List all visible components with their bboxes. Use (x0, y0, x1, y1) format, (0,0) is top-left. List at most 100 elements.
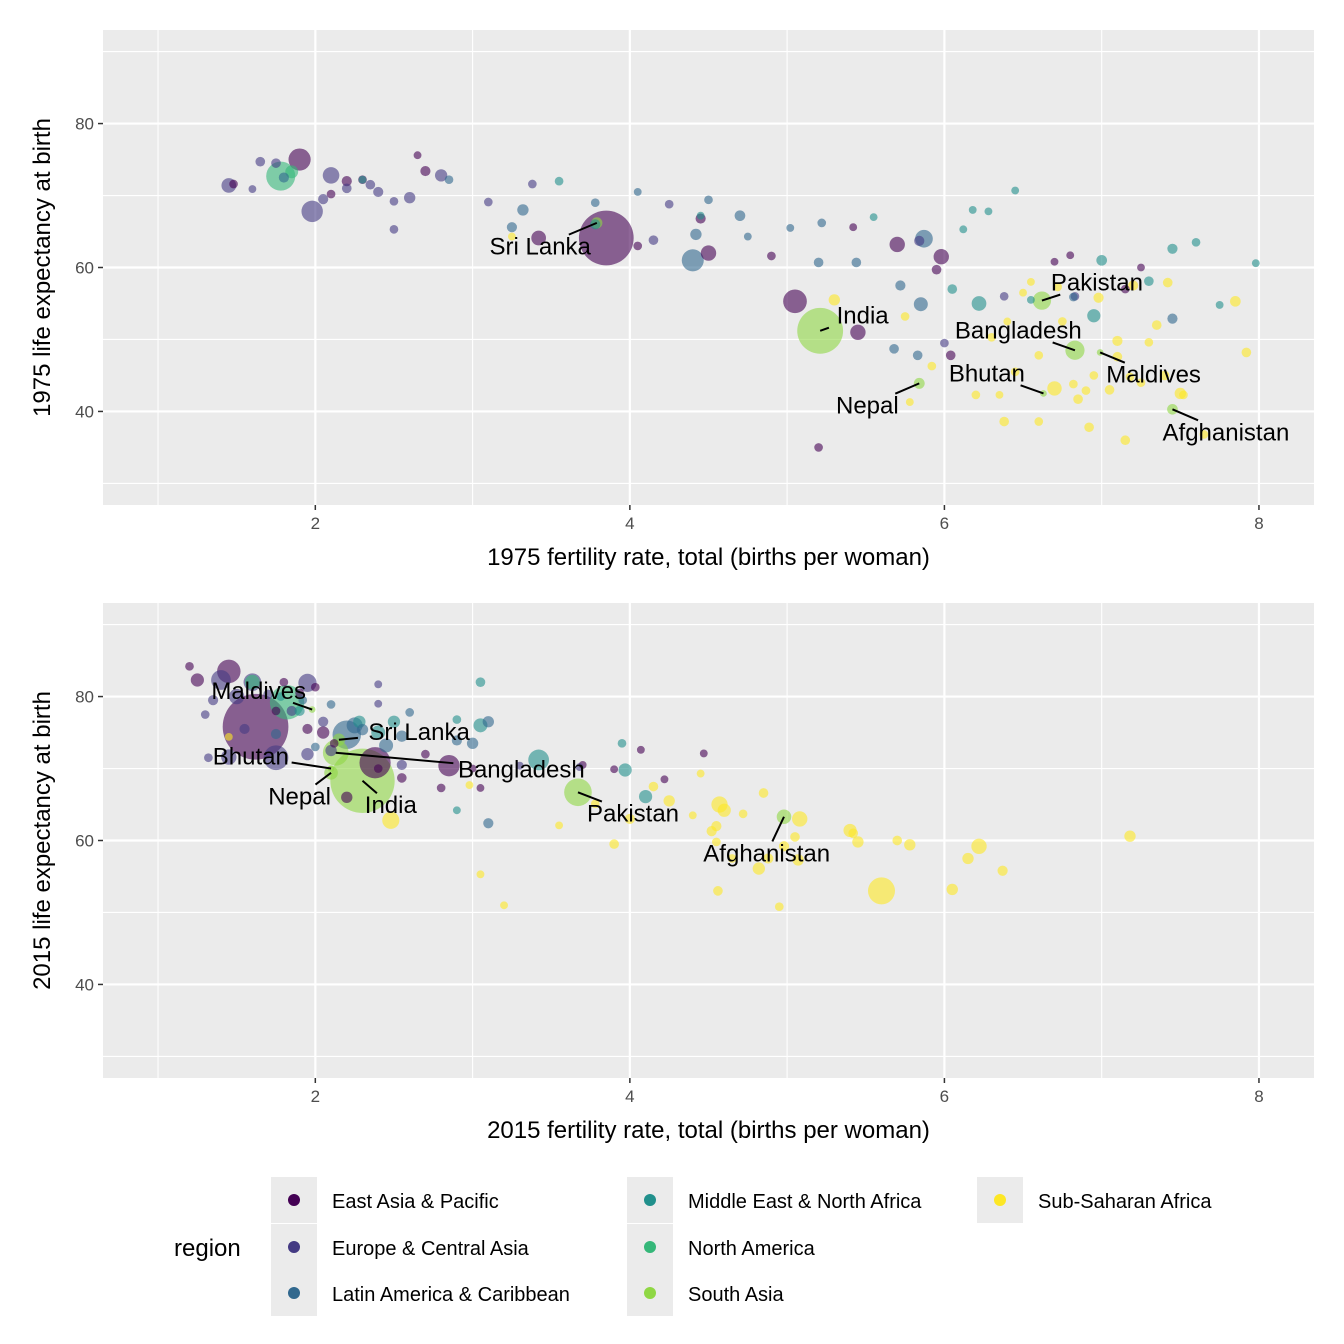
data-point (889, 344, 899, 354)
legend-label: East Asia & Pacific (332, 1191, 499, 1213)
data-point (987, 332, 996, 342)
data-point (389, 196, 399, 206)
data-point (696, 211, 705, 220)
country-label: Maldives (211, 678, 306, 705)
data-point (636, 745, 645, 754)
data-point (984, 207, 993, 216)
data-point (396, 730, 408, 742)
data-point (318, 716, 329, 727)
label-leader-line (361, 780, 378, 794)
data-point (892, 835, 903, 846)
data-point (554, 176, 564, 186)
data-point (500, 901, 508, 910)
data-point (900, 312, 910, 321)
data-point (971, 390, 981, 400)
data-point (263, 745, 289, 771)
data-point (310, 742, 320, 752)
data-point (1167, 243, 1178, 254)
label-leader-line (568, 221, 598, 236)
data-point (271, 158, 281, 168)
data-point (263, 689, 273, 700)
data-point (633, 241, 643, 251)
data-point (1162, 277, 1173, 288)
data-point (421, 749, 430, 759)
data-point (968, 206, 977, 214)
data-point (971, 296, 987, 311)
data-point (717, 803, 731, 817)
data-point (940, 338, 949, 348)
data-point (517, 204, 529, 216)
data-point (374, 699, 383, 708)
data-point (851, 257, 862, 268)
data-point (483, 197, 493, 207)
legend-label: Middle East & North Africa (688, 1191, 922, 1213)
data-point (688, 811, 697, 820)
x-tick-label: 4 (625, 514, 634, 533)
data-point (248, 185, 257, 193)
data-point (1124, 830, 1136, 842)
data-point (786, 223, 795, 232)
legend-swatch-icon (644, 1194, 656, 1206)
data-point (852, 836, 864, 848)
data-point (204, 753, 213, 763)
data-point (610, 765, 619, 774)
data-point (1104, 385, 1115, 395)
data-point (590, 198, 600, 208)
country-label: Sri Lanka (368, 719, 470, 746)
data-point (476, 870, 485, 879)
data-point (476, 784, 485, 792)
data-point (1003, 317, 1012, 326)
data-point (515, 761, 524, 770)
panel-2: 2 4 6 8 40 60 80 2015 fertility rate, total (bi… (29, 603, 1314, 1144)
data-point (224, 732, 233, 741)
legend-label: Latin America & Caribbean (332, 1284, 570, 1306)
data-point (648, 235, 659, 245)
legend-label: South Asia (688, 1284, 785, 1306)
data-point (389, 225, 399, 234)
data-point (817, 218, 827, 228)
data-point (279, 677, 289, 687)
legend-label: Europe & Central Asia (332, 1238, 530, 1260)
data-point (200, 710, 210, 719)
y-tick-label: 40 (75, 402, 94, 421)
legend-item: Middle East & North Africa (627, 1177, 922, 1223)
data-point (1019, 288, 1027, 297)
data-point (1073, 394, 1083, 405)
data-point (913, 297, 928, 312)
data-point (358, 175, 367, 184)
legend-item: Sub-Saharan Africa (977, 1177, 1212, 1223)
data-point (931, 264, 942, 275)
data-point (379, 738, 394, 753)
country-label: Bangladesh (955, 317, 1082, 344)
data-point (382, 811, 400, 829)
data-point (228, 688, 245, 705)
country-label: Afghanistan (703, 840, 830, 867)
data-point (1096, 254, 1108, 266)
country-label: Nepal (836, 393, 899, 420)
data-point (633, 188, 642, 196)
legend-label: Sub-Saharan Africa (1038, 1191, 1212, 1213)
data-point (1058, 317, 1067, 326)
data-point (752, 862, 765, 875)
data-point (914, 235, 925, 246)
data-point (1144, 276, 1154, 286)
data-point (317, 726, 330, 739)
data-point (1120, 284, 1130, 294)
data-point (413, 151, 422, 160)
label-leader-line (335, 751, 454, 765)
data-point (1066, 251, 1075, 260)
data-point (1167, 403, 1178, 415)
data-point (681, 249, 704, 272)
data-point (294, 705, 305, 717)
data-point (1093, 292, 1104, 303)
data-point (905, 398, 914, 407)
data-point (690, 228, 702, 241)
legend-swatch-icon (644, 1287, 656, 1299)
x-axis-title: 1975 fertility rate, total (births per w… (487, 544, 930, 571)
legend: region East Asia & Pacific Europe & Centr… (174, 1177, 1212, 1316)
data-point (618, 763, 632, 777)
data-point (609, 839, 619, 849)
label-leader-line (1020, 384, 1044, 395)
data-point (1047, 381, 1062, 396)
data-point (946, 883, 958, 896)
